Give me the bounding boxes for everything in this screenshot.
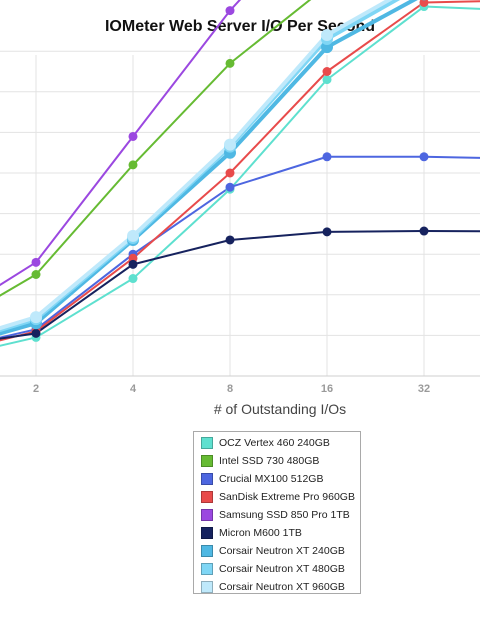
data-point (225, 58, 235, 68)
data-point (225, 182, 235, 192)
x-tick-label: 16 (321, 383, 333, 395)
legend-item: Corsair Neutron XT 480GB (201, 560, 360, 578)
legend-item: OCZ Vertex 460 240GB (201, 434, 360, 452)
x-tick-labels: 2 4 8 16 32 (33, 383, 430, 395)
x-tick-label: 2 (33, 383, 39, 395)
legend-swatch (201, 437, 213, 449)
legend-swatch (201, 581, 213, 593)
data-point (128, 131, 138, 141)
data-point (322, 227, 332, 237)
x-tick-label: 32 (418, 383, 430, 395)
data-point (322, 75, 332, 85)
legend-swatch (201, 473, 213, 485)
data-point (322, 67, 332, 76)
legend-label: Crucial MX100 512GB (219, 473, 324, 485)
legend: OCZ Vertex 460 240GB Intel SSD 730 480GB C… (193, 431, 361, 594)
legend-label: SanDisk Extreme Pro 960GB (219, 491, 355, 503)
legend-label: Corsair Neutron XT 480GB (219, 563, 345, 575)
data-point (321, 28, 333, 41)
legend-label: Intel SSD 730 480GB (219, 455, 320, 467)
data-point (31, 270, 41, 279)
line-chart: 2 4 8 16 32 (0, 0, 480, 395)
data-point (128, 160, 138, 170)
legend-swatch (201, 455, 213, 467)
series-line (0, 0, 401, 333)
data-point (225, 6, 235, 16)
legend-swatch (201, 545, 213, 557)
legend-label: Samsung SSD 850 Pro 1TB (219, 509, 350, 521)
legend-item: SanDisk Extreme Pro 960GB (201, 488, 360, 506)
data-point (31, 328, 41, 338)
grid (0, 50, 480, 377)
chart-title: IOMeter Web Server I/O Per Second (104, 18, 376, 35)
legend-item: Samsung SSD 850 Pro 1TB (201, 506, 360, 524)
legend-label: Micron M600 1TB (219, 527, 302, 539)
series-lines (0, 0, 480, 347)
legend-swatch (201, 491, 213, 503)
data-point (225, 168, 235, 178)
series-line (0, 0, 312, 297)
legend-label: Corsair Neutron XT 960GB (219, 581, 345, 593)
legend-item: Crucial MX100 512GB (201, 470, 360, 488)
data-point (419, 0, 429, 7)
data-point (128, 259, 138, 269)
data-point (322, 152, 332, 162)
x-axis-label: # of Outstanding I/Os (213, 401, 347, 417)
legend-item: Intel SSD 730 480GB (201, 452, 360, 470)
series-points (30, 0, 429, 342)
legend-swatch (201, 527, 213, 539)
legend-item: Corsair Neutron XT 240GB (201, 542, 360, 560)
data-point (419, 226, 429, 236)
data-point (128, 274, 138, 284)
legend-swatch (201, 509, 213, 521)
x-tick-label: 4 (130, 383, 137, 395)
legend-item: Corsair Neutron XT 960GB (201, 578, 360, 596)
data-point (419, 152, 429, 162)
data-point (225, 235, 235, 245)
legend-label: OCZ Vertex 460 240GB (219, 437, 330, 449)
data-point (224, 138, 236, 151)
legend-label: Corsair Neutron XT 240GB (219, 545, 345, 557)
data-point (30, 311, 42, 324)
series-line (0, 0, 418, 336)
x-tick-label: 8 (227, 383, 233, 395)
legend-swatch (201, 563, 213, 575)
legend-item: Micron M600 1TB (201, 524, 360, 542)
data-point (31, 257, 41, 267)
data-point (127, 229, 139, 242)
